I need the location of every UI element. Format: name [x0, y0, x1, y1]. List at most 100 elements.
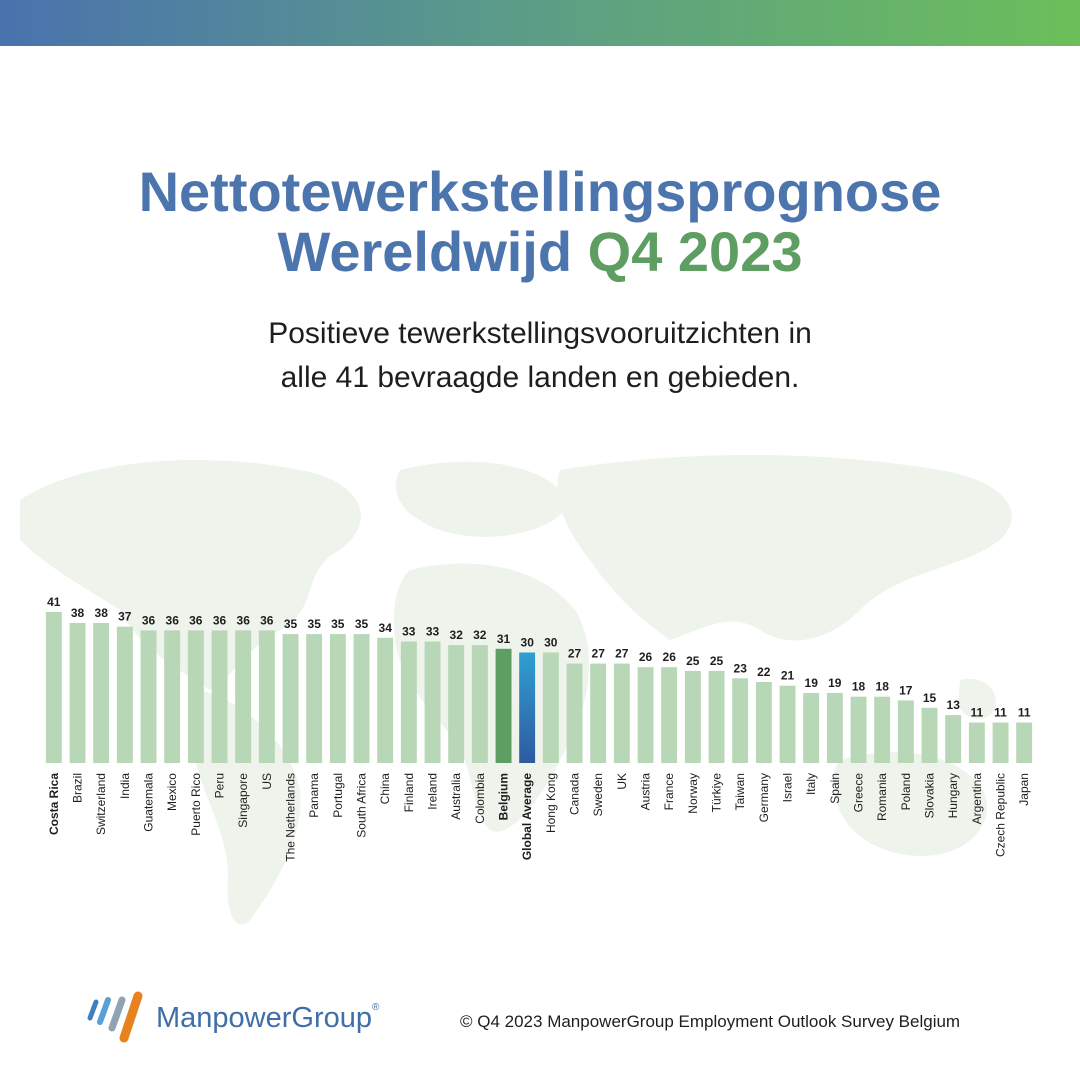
- category-label-taiwan: Taiwan: [733, 773, 747, 810]
- category-label-panama: Panama: [307, 773, 321, 818]
- category-label-puerto-rico: Puerto Rico: [189, 773, 203, 836]
- world-map-background: [20, 455, 1012, 925]
- category-label-australia: Australia: [449, 773, 463, 820]
- value-label-italy: 19: [805, 676, 819, 690]
- value-label-canada: 27: [568, 647, 582, 661]
- value-label-singapore: 36: [237, 613, 251, 627]
- title-line-1: Nettotewerkstellingsprognose: [138, 160, 942, 223]
- value-label-brazil: 38: [71, 606, 85, 620]
- bar-us: [258, 630, 275, 763]
- category-label-china: China: [378, 773, 392, 805]
- bar-sweden: [590, 663, 607, 763]
- value-label-us: 36: [260, 613, 274, 627]
- value-label-israel: 21: [781, 669, 795, 683]
- value-label-panama: 35: [308, 617, 322, 631]
- category-label-czech-republic: Czech Republic: [994, 773, 1008, 857]
- value-label-czech-republic: 11: [994, 706, 1007, 720]
- value-label-costa-rica: 41: [47, 595, 61, 609]
- bar-chart: 41 Costa Rica 38 Brazil 38 Switzerland 37 India…: [45, 595, 1033, 862]
- category-label-finland: Finland: [402, 773, 416, 812]
- bar-guatemala: [140, 630, 157, 763]
- bar-france: [661, 667, 678, 763]
- value-label-japan: 11: [1018, 706, 1031, 720]
- bar-belgium: [495, 648, 512, 763]
- bar-canada: [566, 663, 583, 763]
- category-label-romania: Romania: [875, 773, 889, 821]
- subtitle: Positieve tewerkstellingsvooruitzichten …: [0, 312, 1080, 400]
- value-label-argentina: 11: [970, 706, 983, 720]
- bar-spain: [826, 693, 843, 763]
- category-label-the-netherlands: The Netherlands: [284, 773, 298, 862]
- category-label-argentina: Argentina: [970, 773, 984, 825]
- bar-puerto-rico: [187, 630, 204, 763]
- value-label-hong-kong: 30: [544, 636, 558, 650]
- page-title: Nettotewerkstellingsprognose Wereldwijd …: [0, 162, 1080, 282]
- logo-text: ManpowerGroup®: [156, 1002, 380, 1034]
- category-label-poland: Poland: [899, 773, 913, 810]
- category-label-switzerland: Switzerland: [94, 773, 108, 835]
- bar-hong-kong: [542, 652, 559, 763]
- category-label-mexico: Mexico: [165, 773, 179, 811]
- value-label-peru: 36: [213, 613, 227, 627]
- bar-peru: [211, 630, 228, 763]
- category-label-guatemala: Guatemala: [142, 773, 156, 832]
- subtitle-line-1: Positieve tewerkstellingsvooruitzichten …: [268, 317, 812, 350]
- category-label-costa-rica: Costa Rica: [47, 773, 61, 835]
- value-label-china: 34: [379, 621, 393, 635]
- category-label-ireland: Ireland: [426, 773, 440, 810]
- bar-hungary: [945, 715, 962, 763]
- category-label-t-rkiye: Türkiye: [710, 773, 724, 813]
- bar-greece: [850, 696, 867, 763]
- value-label-t-rkiye: 25: [710, 654, 724, 668]
- bar-costa-rica: [45, 612, 62, 763]
- category-label-austria: Austria: [639, 773, 653, 811]
- value-label-belgium: 31: [497, 632, 511, 646]
- value-label-colombia: 32: [473, 628, 487, 642]
- category-label-germany: Germany: [757, 773, 771, 822]
- category-label-italy: Italy: [804, 773, 818, 795]
- bar-japan: [1016, 722, 1033, 763]
- value-label-puerto-rico: 36: [189, 613, 203, 627]
- category-label-global-average: Global Average: [520, 773, 534, 860]
- subtitle-line-2: alle 41 bevraagde landen en gebieden.: [280, 361, 800, 394]
- category-label-slovakia: Slovakia: [923, 773, 937, 819]
- bar-colombia: [471, 645, 488, 763]
- category-label-india: India: [118, 773, 132, 799]
- bar-global-average: [519, 652, 536, 763]
- value-label-austria: 26: [639, 650, 653, 664]
- value-label-poland: 17: [899, 683, 913, 697]
- bar-australia: [448, 645, 465, 763]
- category-label-spain: Spain: [828, 773, 842, 804]
- category-label-france: France: [662, 773, 676, 811]
- value-label-greece: 18: [852, 680, 866, 694]
- bar-india: [116, 626, 133, 763]
- category-label-greece: Greece: [852, 773, 866, 813]
- category-label-peru: Peru: [213, 773, 227, 798]
- category-label-portugal: Portugal: [331, 773, 345, 818]
- manpowergroup-logo: ManpowerGroup®: [84, 988, 394, 1048]
- value-label-the-netherlands: 35: [284, 617, 298, 631]
- value-label-portugal: 35: [331, 617, 345, 631]
- bar-czech-republic: [992, 722, 1009, 763]
- bar-finland: [400, 641, 417, 763]
- category-label-hong-kong: Hong Kong: [544, 773, 558, 833]
- category-label-belgium: Belgium: [497, 773, 511, 820]
- bar-panama: [306, 634, 323, 763]
- value-label-ireland: 33: [426, 625, 440, 639]
- category-label-south-africa: South Africa: [355, 773, 369, 838]
- bar-germany: [755, 682, 772, 763]
- category-label-israel: Israel: [781, 773, 795, 802]
- category-label-norway: Norway: [686, 773, 700, 814]
- value-label-global-average: 30: [521, 636, 535, 650]
- category-label-canada: Canada: [568, 773, 582, 815]
- value-label-france: 26: [663, 650, 677, 664]
- bar-italy: [803, 693, 820, 763]
- value-label-south-africa: 35: [355, 617, 369, 631]
- bar-ireland: [424, 641, 441, 763]
- value-label-slovakia: 15: [923, 691, 937, 705]
- bar-t-rkiye: [708, 670, 725, 763]
- bar-argentina: [968, 722, 985, 763]
- category-label-us: US: [260, 773, 274, 790]
- category-label-japan: Japan: [1017, 773, 1031, 806]
- category-label-brazil: Brazil: [71, 773, 85, 803]
